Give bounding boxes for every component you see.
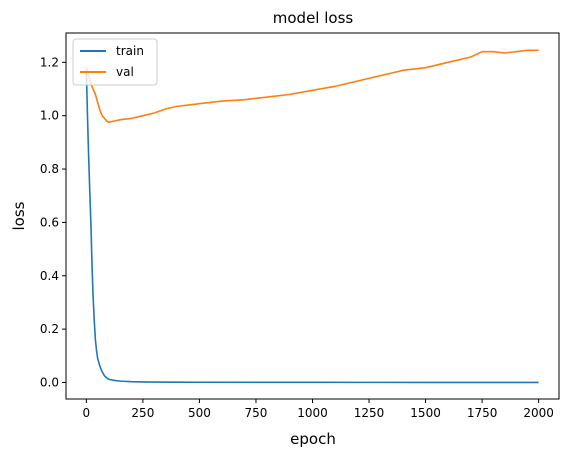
- x-tick-label: 1500: [410, 406, 441, 420]
- y-tick-label: 0.6: [40, 215, 59, 229]
- x-tick-label: 2000: [523, 406, 554, 420]
- plot-lines: [85, 49, 539, 384]
- x-tick-label: 1250: [354, 406, 385, 420]
- legend: train val: [72, 38, 158, 86]
- y-tick-label: 0.4: [40, 269, 59, 283]
- series-line-train: [85, 70, 539, 384]
- x-tick-label: 250: [131, 406, 154, 420]
- x-tick-label: 500: [188, 406, 211, 420]
- y-tick-label: 1.2: [40, 55, 59, 69]
- x-axis: 0 250 500 750 1000 1250 1500 1750 2000: [83, 399, 554, 420]
- x-axis-label: epoch: [290, 430, 336, 448]
- x-tick-label: 1750: [467, 406, 498, 420]
- x-tick-label: 750: [245, 406, 268, 420]
- y-tick-label: 0.0: [40, 375, 59, 389]
- legend-label-train: train: [116, 44, 144, 58]
- y-axis-label: loss: [10, 201, 28, 230]
- x-tick-label: 1000: [297, 406, 328, 420]
- legend-label-val: val: [116, 65, 134, 79]
- chart-title: model loss: [273, 9, 354, 27]
- y-tick-label: 0.2: [40, 322, 59, 336]
- y-tick-label: 0.8: [40, 162, 59, 176]
- series-line-val: [85, 49, 539, 124]
- y-tick-label: 1.0: [40, 109, 59, 123]
- x-tick-label: 0: [83, 406, 91, 420]
- y-axis: 0.0 0.2 0.4 0.6 0.8 1.0 1.2: [40, 55, 66, 389]
- legend-box: [72, 38, 158, 86]
